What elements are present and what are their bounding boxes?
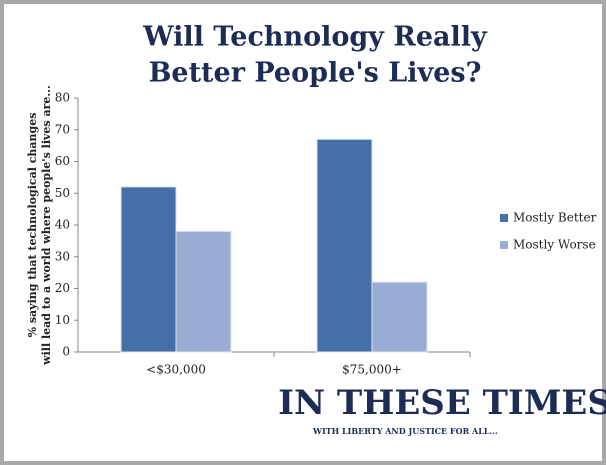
y-axis-label: % saying that technological changes: [26, 113, 39, 338]
bar: [120, 186, 177, 353]
x-tick-label: <$30,000: [146, 363, 206, 377]
y-tick-label: 80: [55, 91, 70, 105]
bar: [316, 138, 373, 353]
bar: [175, 230, 232, 353]
legend-swatch: [500, 241, 508, 249]
y-tick-label: 30: [55, 249, 70, 263]
x-tick-label: $75,000+: [342, 363, 402, 377]
y-tick-label: 0: [62, 345, 70, 359]
y-tick-label: 50: [55, 186, 70, 200]
logo-name: IN THESE TIMES: [278, 383, 606, 423]
legend-swatch: [500, 214, 508, 222]
chart-title: Will Technology Really: [142, 22, 488, 53]
logo-tagline: WITH LIBERTY AND JUSTICE FOR ALL...: [312, 426, 498, 436]
y-tick-label: 60: [55, 154, 70, 168]
y-axis-label: will lead to a world where people's live…: [40, 85, 53, 366]
chart-title: Better People's Lives?: [149, 58, 482, 89]
y-tick-label: 40: [55, 218, 70, 232]
y-tick-label: 20: [55, 281, 70, 295]
bar: [371, 281, 428, 353]
legend-label: Mostly Worse: [513, 238, 596, 252]
y-tick-label: 10: [55, 313, 70, 327]
legend-label: Mostly Better: [513, 211, 597, 225]
y-tick-label: 70: [55, 122, 70, 136]
